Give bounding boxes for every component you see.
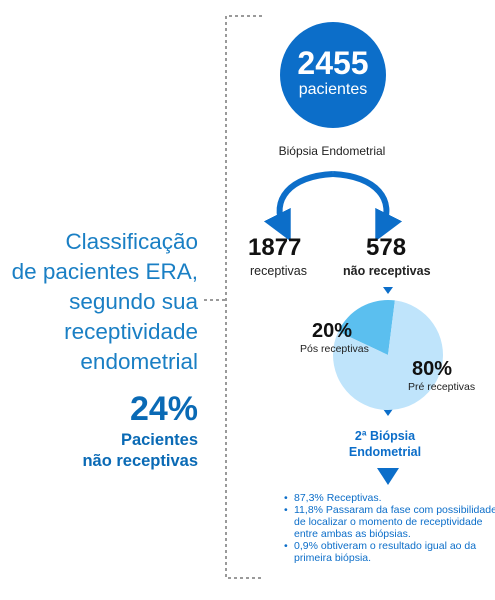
pie-slice-pre-value: 80% (412, 358, 453, 380)
pie-slice-pos-label: Pós receptivas (300, 343, 369, 355)
pie-slice-pos-value: 20% (312, 320, 353, 342)
receptive-label: receptivas (250, 264, 307, 278)
down-triangle-small (383, 287, 393, 294)
receptivity-pie-chart (333, 300, 443, 410)
pie-slice-pre (333, 300, 443, 410)
down-triangle-large (377, 468, 399, 485)
non-receptive-percent-label: Pacientes não receptivas (40, 430, 198, 472)
result-item: 0,9% obtiveram o resultado igual ao da p… (284, 540, 495, 564)
second-biopsy-label: 2ª Biópsia Endometrial (320, 428, 450, 460)
title-line: Classificação (65, 229, 198, 254)
title-line: de pacientes ERA, (11, 259, 198, 284)
second-biopsy-line: Endometrial (348, 445, 422, 459)
non-receptive-label: não receptivas (343, 264, 431, 278)
result-item: 87,3% Receptivas. (284, 492, 495, 504)
result-item: 11,8% Passaram da fase com possibilidade… (284, 504, 495, 540)
non-receptive-percent: 24% (129, 390, 198, 428)
title-line: receptividade (64, 319, 198, 344)
dotted-bracket (225, 15, 262, 579)
total-patients-label: pacientes (298, 81, 368, 98)
down-triangle-second (383, 409, 393, 416)
title-line: segundo sua (69, 289, 198, 314)
split-arrow-left (263, 171, 334, 242)
second-biopsy-line: 2ª Biópsia (354, 429, 416, 443)
non-receptive-count: 578 (366, 234, 407, 261)
receptive-count: 1877 (248, 234, 302, 261)
classification-title: Classificação de pacientes ERA, segundo … (10, 227, 198, 377)
percent-label-line: não receptivas (82, 452, 198, 470)
percent-label-line: Pacientes (120, 431, 198, 449)
split-arrow-right (332, 171, 403, 242)
biopsy-label: Biópsia Endometrial (278, 144, 386, 158)
pie-slice-pre-label: Pré receptivas (408, 381, 476, 393)
results-list: 87,3% Receptivas. 11,8% Passaram da fase… (282, 492, 495, 564)
total-patients-number: 2455 (297, 45, 369, 81)
title-line: endometrial (80, 349, 198, 374)
total-patients-circle: 2455 pacientes (280, 22, 386, 128)
pie-slice-pos (338, 300, 395, 355)
